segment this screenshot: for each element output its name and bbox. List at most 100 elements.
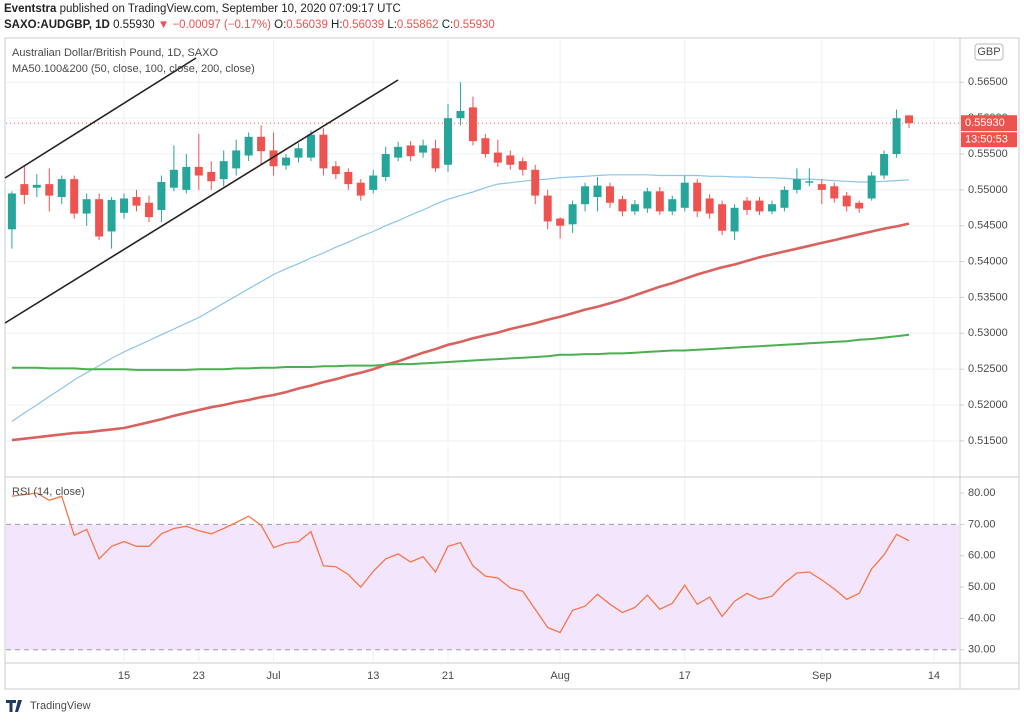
last-price-badge bbox=[961, 115, 1017, 132]
moving-average bbox=[11, 222, 910, 442]
brand: TradingView bbox=[30, 700, 91, 712]
header-line: Eventstra published on TradingView.com, … bbox=[4, 3, 401, 15]
candle-body bbox=[7, 193, 16, 230]
candle-body bbox=[45, 184, 54, 196]
candle-body bbox=[718, 204, 727, 231]
candle-body bbox=[282, 157, 291, 166]
candle-body bbox=[468, 107, 477, 142]
candle-body bbox=[867, 175, 876, 199]
candle-body bbox=[306, 134, 315, 158]
candle-body bbox=[855, 202, 864, 209]
moving-average bbox=[11, 333, 910, 371]
channel-line bbox=[4, 57, 197, 179]
x-tick-label: 23 bbox=[193, 670, 205, 682]
candle-body bbox=[780, 189, 789, 208]
rsi-line bbox=[11, 492, 910, 634]
candle-body bbox=[880, 154, 889, 176]
x-tick-label: 15 bbox=[118, 670, 130, 682]
y-tick-label: 0.55500 bbox=[968, 148, 1008, 160]
candle-body bbox=[506, 155, 515, 165]
candle-body bbox=[481, 138, 490, 155]
candle-body bbox=[157, 181, 166, 210]
quote-line: SAXO:AUDGBP, 1D 0.55930 ▼ −0.00097 (−0.1… bbox=[4, 19, 495, 31]
candle-body bbox=[132, 197, 141, 206]
candle-body bbox=[431, 148, 440, 169]
quote-value: 0.55930 bbox=[453, 19, 495, 31]
candle-body bbox=[593, 185, 602, 198]
logo-icon bbox=[6, 700, 22, 712]
author: Eventstra bbox=[4, 3, 57, 15]
drawings bbox=[4, 57, 399, 324]
candle-body bbox=[730, 207, 739, 232]
y-tick-label: 0.51500 bbox=[968, 435, 1008, 447]
candle-body bbox=[419, 145, 428, 153]
y-tick-label: 30.00 bbox=[968, 644, 996, 656]
candle-body bbox=[743, 200, 752, 210]
quote-label: L: bbox=[387, 19, 397, 31]
y-tick-label: 0.56500 bbox=[968, 76, 1008, 88]
candle-body bbox=[32, 184, 41, 188]
symbol: SAXO:AUDGBP, 1D bbox=[4, 19, 110, 31]
candle-body bbox=[70, 179, 79, 214]
candle-body bbox=[244, 136, 253, 156]
channel-line bbox=[4, 79, 399, 324]
candle-body bbox=[207, 171, 216, 182]
y-tick-label: 40.00 bbox=[968, 612, 996, 624]
candle-body bbox=[668, 199, 677, 212]
x-tick-label: Aug bbox=[550, 670, 570, 682]
y-tick-label: 0.53500 bbox=[968, 291, 1008, 303]
candle-body bbox=[892, 118, 901, 155]
change: −0.00097 (−0.17%) bbox=[172, 19, 271, 31]
candle-body bbox=[20, 184, 29, 195]
y-tick-label: 0.52500 bbox=[968, 363, 1008, 375]
candle-body bbox=[169, 169, 178, 188]
candle-body bbox=[680, 182, 689, 208]
candle-body bbox=[568, 204, 577, 225]
candle-body bbox=[905, 115, 914, 124]
x-tick-label: 17 bbox=[679, 670, 691, 682]
quote-value: 0.55862 bbox=[397, 19, 439, 31]
candle-body bbox=[406, 145, 415, 157]
last-price-label: 0.55930 bbox=[965, 117, 1005, 129]
x-tick-label: 13 bbox=[367, 670, 379, 682]
candle-body bbox=[257, 136, 266, 152]
candle-body bbox=[705, 198, 714, 214]
candle-body bbox=[294, 148, 303, 158]
currency: GBP bbox=[977, 46, 1000, 58]
candle-body bbox=[755, 200, 764, 212]
candle-body bbox=[830, 186, 839, 199]
candle-body bbox=[643, 191, 652, 209]
countdown-label: 13:50:53 bbox=[965, 134, 1008, 146]
candle-body bbox=[356, 182, 365, 196]
currency-badge[interactable] bbox=[974, 43, 1004, 61]
candle-body bbox=[581, 186, 590, 205]
candle-body bbox=[556, 218, 565, 226]
candle-body bbox=[531, 169, 540, 196]
y-tick-label: 0.55000 bbox=[968, 184, 1008, 196]
candle-body bbox=[194, 166, 203, 176]
candle-body bbox=[232, 150, 241, 169]
rsi-band bbox=[6, 524, 959, 650]
quote-value: 0.56039 bbox=[286, 19, 328, 31]
candle-body bbox=[144, 202, 153, 218]
candle-body bbox=[120, 198, 129, 213]
x-tick-label: Sep bbox=[812, 670, 832, 682]
candle-body bbox=[394, 146, 403, 158]
candle-body bbox=[493, 152, 502, 163]
y-tick-label: 60.00 bbox=[968, 550, 996, 562]
candle-body bbox=[817, 184, 826, 190]
candle-body bbox=[456, 110, 465, 119]
candle-body bbox=[57, 179, 66, 198]
candle-body bbox=[344, 171, 353, 185]
candle-body bbox=[369, 175, 378, 190]
candle-body bbox=[842, 195, 851, 207]
quote-label: C: bbox=[442, 19, 454, 31]
candle-body bbox=[444, 118, 452, 165]
rsi-title: RSI (14, close) bbox=[12, 486, 85, 498]
y-tick-label: 0.54000 bbox=[968, 255, 1008, 267]
y-tick-label: 70.00 bbox=[968, 518, 996, 530]
candle-body bbox=[693, 182, 702, 212]
candle-body bbox=[182, 166, 191, 190]
quote-value: 0.56039 bbox=[343, 19, 385, 31]
